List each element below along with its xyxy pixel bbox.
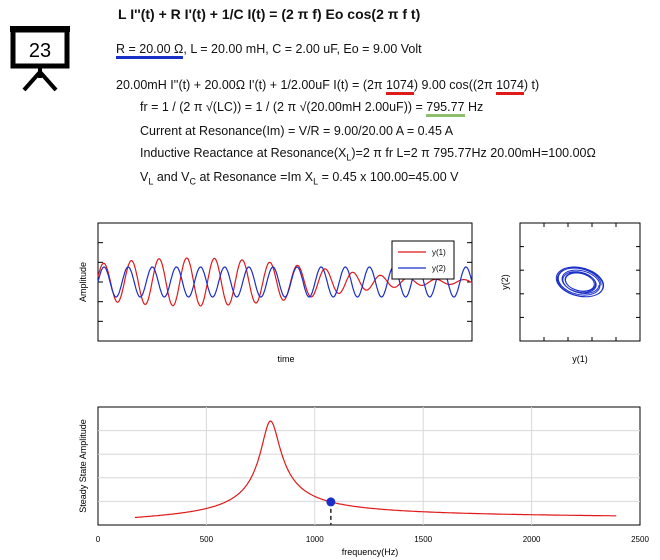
resonance-frequency-line: fr = 1 / (2 π √(LC)) = 1 / (2 π √(20.00m… <box>140 100 484 117</box>
x-tick-label: 0 <box>96 535 101 544</box>
resonance-voltage-line: VL and VC at Resonance =Im XL = 0.45 x 1… <box>140 170 459 187</box>
drive-frequency-2: 1074 <box>496 78 524 95</box>
frequency-response-plot: 0 500 1000 1500 2000 2500 frequency(Hz) Stead… <box>78 406 650 557</box>
amplitude-response-curve <box>134 420 617 519</box>
other-parameters: , L = 20.00 mH, C = 2.00 uF, Eo = 9.00 V… <box>183 42 422 56</box>
xl-text-b: )=2 π fr L=2 π 795.77Hz 20.00mH=100.00Ω <box>351 146 596 160</box>
v-text-d: = 0.45 x 100.00=45.00 V <box>318 170 459 184</box>
fr-unit: Hz <box>464 100 484 114</box>
v-sub-2: C <box>189 176 197 187</box>
v-sub-3: L <box>313 176 319 187</box>
time-plot: y(1) y(2) time Amplitude <box>78 222 473 364</box>
phase-plot-ticks <box>520 223 640 341</box>
resistance-value: R = 20.00 Ω <box>116 42 184 59</box>
equation-title: L I''(t) + R I'(t) + 1/C I(t) = (2 π f) … <box>118 6 421 22</box>
time-xlabel: time <box>277 354 294 364</box>
inductive-reactance-line: Inductive Reactance at Resonance(XL)=2 π… <box>140 146 596 163</box>
fr-prefix: fr = 1 / (2 π √(LC)) = 1 / (2 π √(20.00m… <box>140 100 427 114</box>
series-y2-line <box>97 266 473 298</box>
frequency-grid <box>98 407 640 525</box>
time-ylabel: Amplitude <box>78 262 88 302</box>
eq-mid: ) 9.00 cos((2π <box>413 78 497 92</box>
eq-end: ) t) <box>523 78 540 92</box>
frequency-xlabel: frequency(Hz) <box>342 547 399 557</box>
substituted-equation: 20.00mH I''(t) + 20.00Ω I'(t) + 1/2.00uF… <box>116 78 540 95</box>
time-plot-ticks <box>98 242 472 322</box>
frequency-tick-labels: 0 500 1000 1500 2000 2500 <box>96 535 650 544</box>
time-legend: y(1) y(2) <box>391 240 455 280</box>
legend-y2: y(2) <box>432 264 446 273</box>
xl-subscript: L <box>346 152 352 163</box>
v-text-c: at Resonance =Im X <box>196 170 314 184</box>
phase-xlabel: y(1) <box>572 354 588 364</box>
x-tick-label: 500 <box>200 535 214 544</box>
drive-frequency-1: 1074 <box>386 78 414 95</box>
phase-plot: y(1) y(2) <box>500 222 641 364</box>
v-text-b: and V <box>153 170 190 184</box>
x-tick-label: 1000 <box>306 535 324 544</box>
badge-number: 23 <box>29 40 51 62</box>
v-text-a: V <box>140 170 149 184</box>
frequency-ylabel: Steady State Amplitude <box>78 419 88 513</box>
x-tick-label: 1500 <box>414 535 432 544</box>
phase-ylabel: y(2) <box>500 274 510 290</box>
resonance-current-line: Current at Resonance(Im) = V/R = 9.00/20… <box>140 124 454 138</box>
xl-text-a: Inductive Reactance at Resonance(X <box>140 146 347 160</box>
x-tick-label: 2500 <box>631 535 649 544</box>
circuit-parameters: R = 20.00 Ω, L = 20.00 mH, C = 2.00 uF, … <box>116 42 422 59</box>
drive-frequency-marker <box>326 497 336 507</box>
x-tick-label: 2000 <box>523 535 541 544</box>
eq-prefix: 20.00mH I''(t) + 20.00Ω I'(t) + 1/2.00uF… <box>116 78 387 92</box>
phase-trajectory <box>555 266 605 298</box>
legend-y1: y(1) <box>432 248 446 257</box>
resonance-frequency-value: 795.77 <box>426 100 465 117</box>
v-sub-1: L <box>148 176 154 187</box>
presentation-board-icon: 23 <box>10 26 70 92</box>
